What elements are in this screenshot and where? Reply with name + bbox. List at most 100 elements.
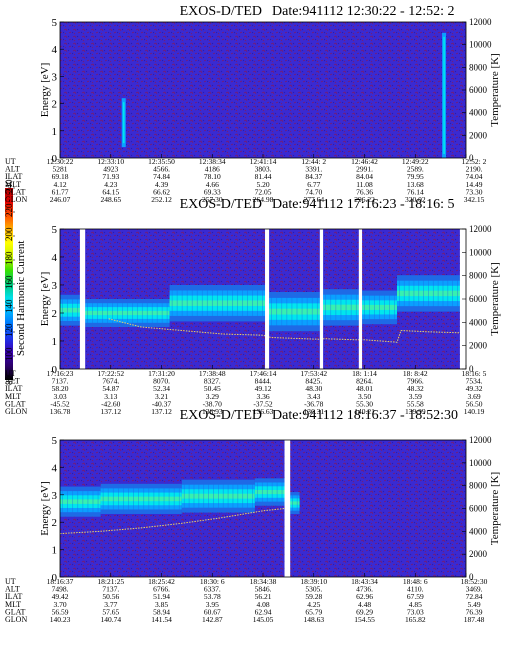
ephemeris-row-label: ALT [5,585,20,594]
ephemeris-cell: 2589. [407,165,424,174]
ephemeris-cell: 12:33:10 [97,157,124,166]
ephemeris-row-label: MLT [5,392,21,401]
energy-band-layer-3 [100,496,182,502]
data-gap [358,228,363,370]
ephemeris-cell: 3.69 [467,392,480,401]
temperature-tick-label: 4000 [469,317,488,327]
ephemeris-cell: 74.84 [153,172,170,181]
ephemeris-cell: 17:38:48 [199,369,226,378]
panel-title-date: Date:941112 12:30:22 - 12:52: 2 [272,4,455,19]
energy-tick-label: 0 [52,364,58,376]
temperature-tick-label: 2000 [469,341,488,351]
spectrogram-panel-2: EXOS-D/TED Date:941112 17:16:23 - 18:16: … [5,197,501,416]
ephemeris-cell: 17:16:23 [47,369,74,378]
ephemeris-cell: 72.84 [466,592,483,601]
ephemeris-cell: -40.37 [152,399,172,408]
ephemeris-cell: 7498. [52,585,69,594]
temperature-tick-label: 12000 [469,435,492,445]
ephemeris-cell: 3.50 [358,392,371,401]
temperature-tick-label: 10000 [469,458,492,468]
ephemeris-cell: 8425. [305,377,322,386]
ephemeris-cell: 4.39 [155,180,168,189]
ephemeris-cell: 18:21:25 [97,577,124,586]
ephemeris-cell: 79.95 [407,172,424,181]
ephemeris-cell: 248.65 [100,195,121,204]
ephemeris-cell: 296.22 [354,195,375,204]
ephemeris-cell: 78.10 [204,172,221,181]
ephemeris-cell: 74.70 [305,187,322,196]
ephemeris-cell: 6.77 [307,180,320,189]
ephemeris-cell: 56.59 [52,607,69,616]
ephemeris-cell: 49.32 [466,384,483,393]
ephemeris-cell: 18:39:10 [300,577,327,586]
ephemeris-cell: 17:22:52 [97,369,124,378]
temperature-tick-label: 0 [469,364,474,374]
colorbar-tick-label: 100 [4,347,14,361]
ephemeris-cell: 12:38:34 [199,157,226,166]
ephemeris-cell: 5.20 [256,180,269,189]
ephemeris-cell: 72.05 [255,187,272,196]
ephemeris-row-label: UT [5,577,16,586]
ephemeris-cell: 139.99 [405,407,426,416]
ephemeris-cell: 5846. [255,585,272,594]
temperature-tick-label: 6000 [469,504,488,514]
ephemeris-cell: 18:16:37 [47,577,74,586]
ephemeris-cell: 277.64 [303,195,324,204]
ephemeris-cell: 50.56 [102,592,119,601]
ephemeris-cell: 66.62 [153,187,170,196]
ephemeris-cell: 7966. [407,377,424,386]
ephemeris-cell: 60.67 [204,607,221,616]
ephemeris-cell: 165.82 [405,615,426,624]
ephemeris-cell: 4186 [205,165,220,174]
background-field [60,22,466,158]
ephemeris-cell: 59.28 [305,592,322,601]
energy-band-layer-3 [254,490,285,495]
ephemeris-cell: 3803. [255,165,272,174]
ephemeris-cell: 142.87 [202,615,223,624]
ephemeris-cell: 2190. [466,165,483,174]
ephemeris-cell: 84.37 [305,172,322,181]
ephemeris-cell: 17:46:14 [250,369,277,378]
ephemeris-cell: 62.96 [356,592,373,601]
ephemeris-cell: 140.74 [100,615,121,624]
ephemeris-cell: 48.01 [356,384,373,393]
temperature-tick-label: 8000 [469,62,488,72]
temperature-tick-label: 6000 [469,294,488,304]
panel-title-date: Date:941112 18:16:37 - 18:52:30 [272,408,458,423]
ephemeris-cell: 55.58 [407,399,424,408]
ephemeris-row-label: UT [5,369,16,378]
ephemeris-cell: 54.87 [102,384,119,393]
energy-axis-label: Energy [eV] [39,481,51,535]
ephemeris-row-label: GLAT [5,607,26,616]
panel-title-instrument: EXOS-D/TED [180,197,262,212]
energy-spike-core [122,102,125,144]
ephemeris-cell: 4.12 [53,180,66,189]
ephemeris-cell: 252.12 [151,195,172,204]
ephemeris-cell: 3.03 [53,392,66,401]
ephemeris-cell: 12:49:22 [402,157,429,166]
ephemeris-row-label: GLAT [5,187,26,196]
energy-tick-label: 0 [52,153,58,165]
data-gap [319,228,324,370]
ephemeris-row-label: ALT [5,165,20,174]
ephemeris-cell: 3.29 [206,392,219,401]
ephemeris-cell: 18:48: 6 [403,577,428,586]
ephemeris-cell: 12:46:42 [351,157,378,166]
ephemeris-cell: 58.20 [52,384,69,393]
ephemeris-cell: 49.12 [255,384,272,393]
ephemeris-cell: 61.77 [52,187,69,196]
ephemeris-cell: 7137. [102,585,119,594]
energy-tick-label: 4 [52,462,58,474]
ephemeris-cell: 76.39 [466,607,483,616]
ephemeris-cell: 154.55 [354,615,375,624]
colorbar-tick-label: 120 [4,323,14,337]
temperature-tick-label: 8000 [469,271,488,281]
ephemeris-row-label: UT [5,157,16,166]
spectrogram-panel-3: EXOS-D/TED Date:941112 18:16:37 - 18:52:3… [5,408,501,624]
ephemeris-cell: 18:34:38 [250,577,277,586]
colorbar-tick-label: 80 [4,376,14,386]
ephemeris-table: UT 12:30:22 12:33:10 12:35:50 12:38:34 12:41:… [5,157,487,204]
ephemeris-cell: 5.49 [467,600,480,609]
energy-band-layer-3 [269,308,320,315]
